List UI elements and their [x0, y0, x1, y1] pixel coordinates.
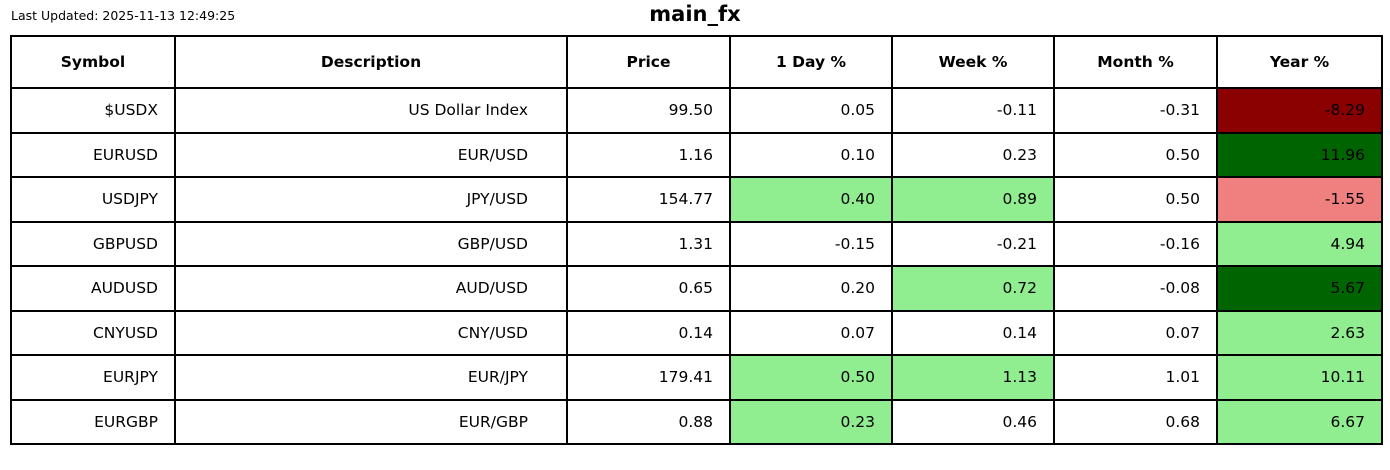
cell-year: 11.96	[1216, 131, 1383, 178]
fx-table-body: $USDX US Dollar Index 99.50 0.05 -0.11 -…	[10, 87, 1383, 445]
cell-symbol: GBPUSD	[10, 220, 176, 267]
cell-year: -8.29	[1216, 87, 1383, 134]
cell-week: 0.14	[891, 309, 1055, 356]
cell-price: 0.65	[566, 265, 731, 312]
cell-1day: 0.40	[729, 176, 893, 223]
fx-table-header: Symbol Description Price 1 Day % Week % …	[10, 35, 1383, 89]
cell-symbol: AUDUSD	[10, 265, 176, 312]
cell-month: -0.31	[1053, 87, 1218, 134]
fx-table: Symbol Description Price 1 Day % Week % …	[10, 35, 1383, 445]
cell-1day: 0.20	[729, 265, 893, 312]
column-header-month: Month %	[1053, 35, 1218, 89]
cell-price: 99.50	[566, 87, 731, 134]
cell-symbol: EURJPY	[10, 354, 176, 401]
cell-year: 5.67	[1216, 265, 1383, 312]
cell-description: AUD/USD	[174, 265, 568, 312]
table-row: USDJPY JPY/USD 154.77 0.40 0.89 0.50 -1.…	[10, 176, 1383, 223]
cell-price: 154.77	[566, 176, 731, 223]
cell-year: -1.55	[1216, 176, 1383, 223]
cell-symbol: USDJPY	[10, 176, 176, 223]
cell-year: 2.63	[1216, 309, 1383, 356]
cell-week: -0.21	[891, 220, 1055, 267]
cell-symbol: $USDX	[10, 87, 176, 134]
cell-1day: 0.10	[729, 131, 893, 178]
last-updated-text: Last Updated: 2025-11-13 12:49:25	[11, 8, 236, 23]
page-title: main_fx	[649, 2, 741, 26]
cell-week: -0.11	[891, 87, 1055, 134]
table-row: GBPUSD GBP/USD 1.31 -0.15 -0.21 -0.16 4.…	[10, 220, 1383, 267]
table-row: CNYUSD CNY/USD 0.14 0.07 0.14 0.07 2.63	[10, 309, 1383, 356]
column-header-year: Year %	[1216, 35, 1383, 89]
cell-description: EUR/GBP	[174, 398, 568, 445]
cell-week: 0.23	[891, 131, 1055, 178]
cell-1day: 0.50	[729, 354, 893, 401]
cell-month: 0.50	[1053, 176, 1218, 223]
column-header-price: Price	[566, 35, 731, 89]
cell-week: 0.72	[891, 265, 1055, 312]
cell-1day: 0.05	[729, 87, 893, 134]
cell-price: 0.88	[566, 398, 731, 445]
cell-month: 0.68	[1053, 398, 1218, 445]
table-row: $USDX US Dollar Index 99.50 0.05 -0.11 -…	[10, 87, 1383, 134]
cell-description: JPY/USD	[174, 176, 568, 223]
cell-month: -0.16	[1053, 220, 1218, 267]
cell-symbol: EURUSD	[10, 131, 176, 178]
cell-symbol: EURGBP	[10, 398, 176, 445]
cell-1day: -0.15	[729, 220, 893, 267]
table-row: AUDUSD AUD/USD 0.65 0.20 0.72 -0.08 5.67	[10, 265, 1383, 312]
cell-description: US Dollar Index	[174, 87, 568, 134]
cell-year: 4.94	[1216, 220, 1383, 267]
table-row: EURJPY EUR/JPY 179.41 0.50 1.13 1.01 10.…	[10, 354, 1383, 401]
cell-description: GBP/USD	[174, 220, 568, 267]
cell-description: EUR/JPY	[174, 354, 568, 401]
header-row: Symbol Description Price 1 Day % Week % …	[10, 35, 1383, 89]
cell-month: -0.08	[1053, 265, 1218, 312]
cell-price: 179.41	[566, 354, 731, 401]
table-row: EURGBP EUR/GBP 0.88 0.23 0.46 0.68 6.67	[10, 398, 1383, 445]
cell-description: CNY/USD	[174, 309, 568, 356]
table-row: EURUSD EUR/USD 1.16 0.10 0.23 0.50 11.96	[10, 131, 1383, 178]
cell-week: 1.13	[891, 354, 1055, 401]
cell-year: 6.67	[1216, 398, 1383, 445]
cell-month: 0.07	[1053, 309, 1218, 356]
cell-year: 10.11	[1216, 354, 1383, 401]
cell-description: EUR/USD	[174, 131, 568, 178]
cell-month: 1.01	[1053, 354, 1218, 401]
cell-1day: 0.07	[729, 309, 893, 356]
column-header-week: Week %	[891, 35, 1055, 89]
cell-week: 0.89	[891, 176, 1055, 223]
cell-price: 1.31	[566, 220, 731, 267]
column-header-symbol: Symbol	[10, 35, 176, 89]
cell-month: 0.50	[1053, 131, 1218, 178]
cell-1day: 0.23	[729, 398, 893, 445]
cell-price: 0.14	[566, 309, 731, 356]
cell-price: 1.16	[566, 131, 731, 178]
cell-symbol: CNYUSD	[10, 309, 176, 356]
cell-week: 0.46	[891, 398, 1055, 445]
column-header-description: Description	[174, 35, 568, 89]
column-header-1day: 1 Day %	[729, 35, 893, 89]
